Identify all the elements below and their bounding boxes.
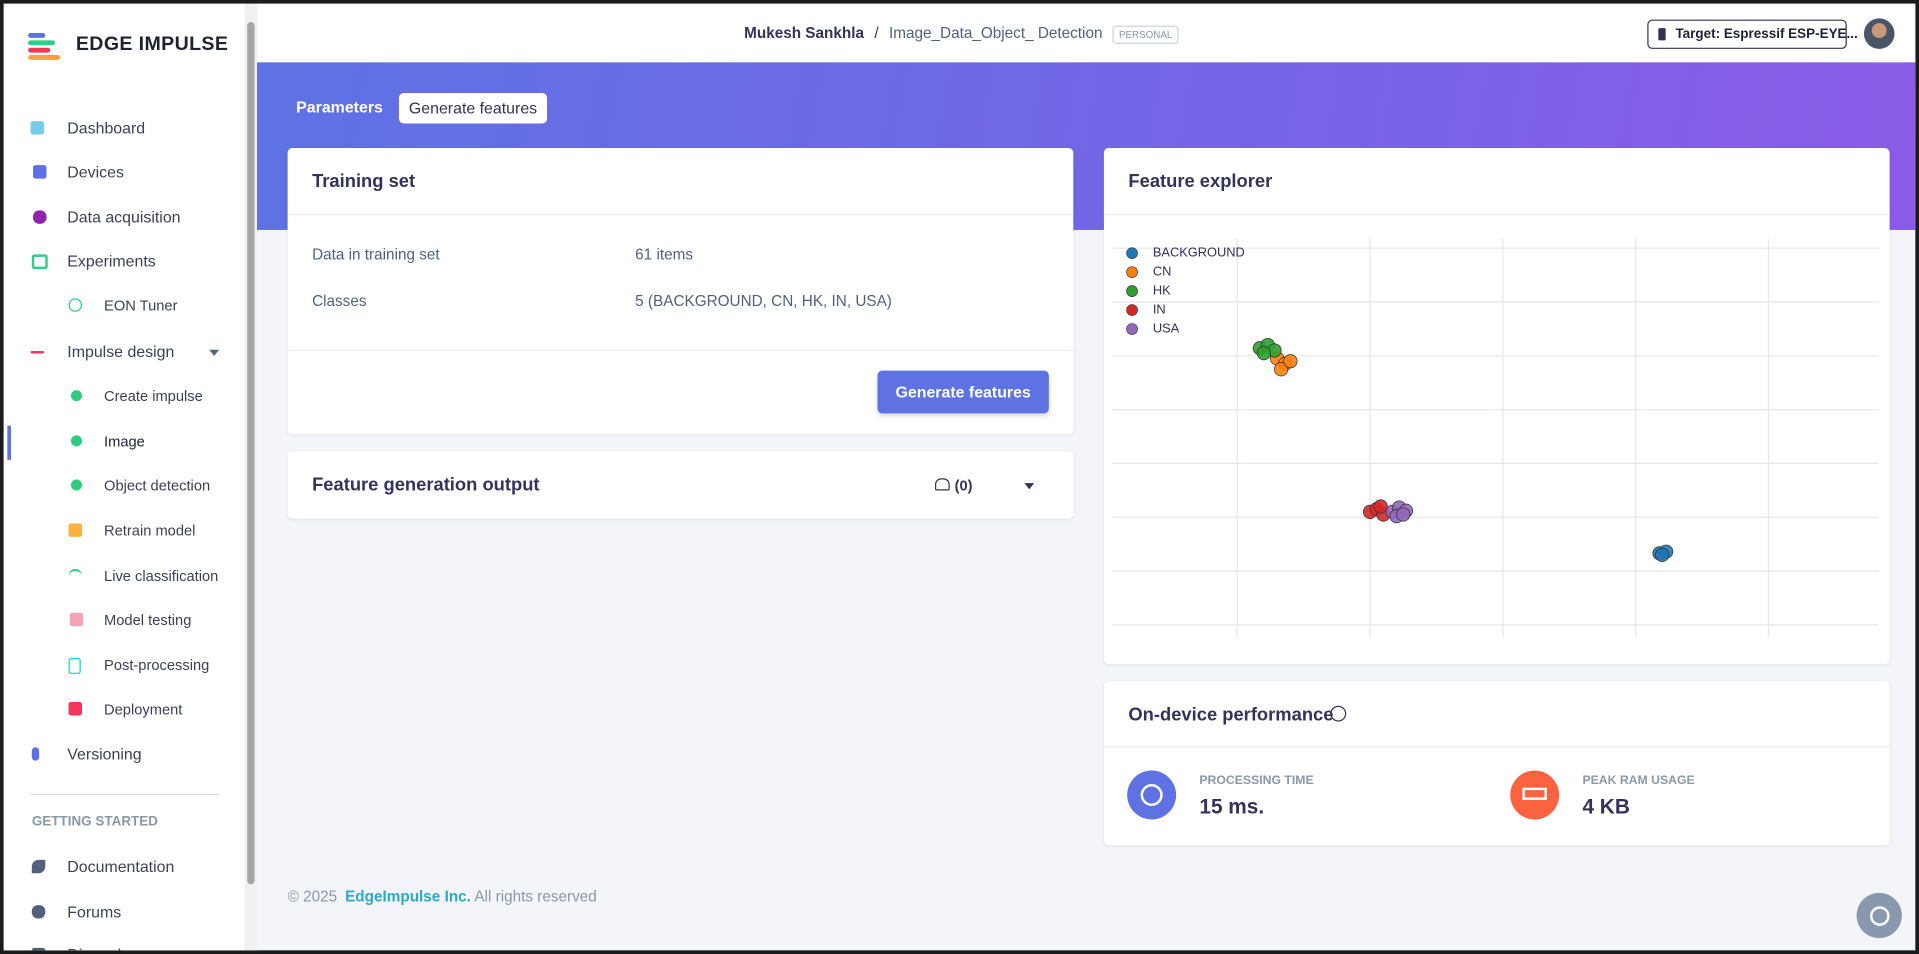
help-button[interactable]	[1856, 892, 1902, 939]
legend-label: USA	[1153, 320, 1180, 335]
footer: © 2025 EdgeImpulse Inc. All rights reser…	[288, 888, 597, 905]
point	[1373, 499, 1388, 514]
divider	[1103, 746, 1890, 748]
active-indicator	[7, 425, 12, 460]
nav-label: Discord	[67, 943, 121, 950]
user-name[interactable]: Mukesh Sankhla	[744, 24, 864, 42]
target-label: Target: Espressif ESP-EYE...	[1675, 26, 1858, 42]
badge: PERSONAL	[1112, 25, 1179, 45]
legend-label: BACKGROUND	[1153, 245, 1245, 260]
nav-label: Dashboard	[67, 118, 146, 137]
legend-label: HK	[1153, 282, 1171, 297]
point	[1274, 362, 1289, 377]
nav-label: Image	[104, 432, 145, 451]
card-title: Feature generation output	[312, 474, 540, 496]
point	[1396, 507, 1411, 522]
training-set-card: Training set Data in training set 61 ite…	[287, 147, 1074, 435]
nav-label: Object detection	[104, 477, 211, 495]
scroll-thumb[interactable]	[247, 22, 255, 885]
metric-value: 15 ms.	[1199, 795, 1265, 819]
nav-label: Post-processing	[104, 656, 210, 674]
nav-label: Documentation	[67, 857, 175, 876]
row-value: 61 items	[635, 245, 694, 263]
avatar[interactable]	[1863, 18, 1895, 49]
copyright: © 2025	[287, 887, 338, 906]
metric-label: PROCESSING TIME	[1199, 774, 1314, 788]
point	[1655, 547, 1670, 562]
legend-label: IN	[1153, 301, 1166, 316]
legend-label: CN	[1153, 264, 1172, 279]
legend-swatch	[1126, 323, 1138, 335]
nav-label: Versioning	[67, 744, 142, 764]
dropdown-caret[interactable]	[1024, 483, 1035, 494]
legend-swatch	[1126, 247, 1138, 259]
card-title: On-device performance	[1128, 704, 1334, 726]
nav-label: Create impulse	[104, 387, 203, 405]
section-title: GETTING STARTED	[31, 814, 158, 830]
separator: /	[874, 24, 879, 42]
bell-icon[interactable]	[935, 478, 950, 491]
card-title: Feature explorer	[1128, 171, 1273, 193]
feature-explorer-card: Feature explorer	[1103, 147, 1890, 665]
sidebar: EDGE IMPULSE Dashboard Devices Data acqu…	[3, 3, 245, 951]
output-card: Feature generation output (0)	[287, 451, 1074, 519]
rights: All rights reserved	[474, 887, 597, 906]
nav-label: Deployment	[104, 700, 183, 718]
nav-label: Impulse design	[67, 342, 175, 361]
performance-card: On-device performance PROCESSING TIME 15…	[1103, 681, 1890, 846]
ram-icon	[1510, 770, 1560, 820]
divider	[1103, 214, 1890, 216]
nav-label: Devices	[67, 162, 124, 182]
point	[1256, 346, 1271, 361]
divider	[287, 214, 1074, 216]
top-bar: Mukesh Sankhla / Image_Data_Object_ Dete…	[257, 3, 1916, 64]
project-name[interactable]: Image_Data_Object_ Detection	[889, 24, 1103, 42]
clock-icon	[1127, 770, 1177, 820]
logo	[28, 33, 65, 60]
help-icon[interactable]	[1330, 705, 1347, 722]
nav-label: Retrain model	[104, 522, 196, 540]
divider	[287, 349, 1074, 352]
row-label: Classes	[312, 292, 367, 310]
nav-label: EON Tuner	[104, 297, 178, 315]
notification-count: (0)	[954, 477, 973, 495]
sidebar-divider	[30, 793, 220, 796]
tab-active[interactable]: Generate features	[398, 92, 548, 124]
nav-label: Model testing	[104, 611, 192, 629]
legend-swatch	[1126, 266, 1138, 278]
breadcrumb: Mukesh Sankhla / Image_Data_Object_ Dete…	[744, 24, 1179, 45]
nav-label: Forums	[67, 902, 122, 921]
generate-button[interactable]: Generate features	[877, 370, 1049, 414]
brand: EDGE IMPULSE	[75, 34, 229, 56]
tab[interactable]: Parameters	[296, 97, 383, 117]
scatter-chart: BACKGROUND CN HK IN USA	[1112, 238, 1879, 638]
nav-label: Live classification	[104, 567, 219, 585]
nav-label: Experiments	[67, 251, 156, 271]
row-label: Data in training set	[312, 245, 440, 263]
legend-swatch	[1126, 304, 1138, 316]
legend-swatch	[1126, 285, 1138, 297]
card-title: Training set	[312, 171, 416, 193]
company-link[interactable]: EdgeImpulse Inc.	[345, 887, 471, 906]
row-value: 5 (BACKGROUND, CN, HK, IN, USA)	[635, 292, 892, 310]
metric-value: 4 KB	[1582, 795, 1630, 819]
metric-label: PEAK RAM USAGE	[1582, 774, 1695, 788]
point	[1283, 354, 1298, 369]
nav-label: Data acquisition	[67, 207, 181, 227]
target-button[interactable]: Target: Espressif ESP-EYE...	[1647, 19, 1858, 49]
